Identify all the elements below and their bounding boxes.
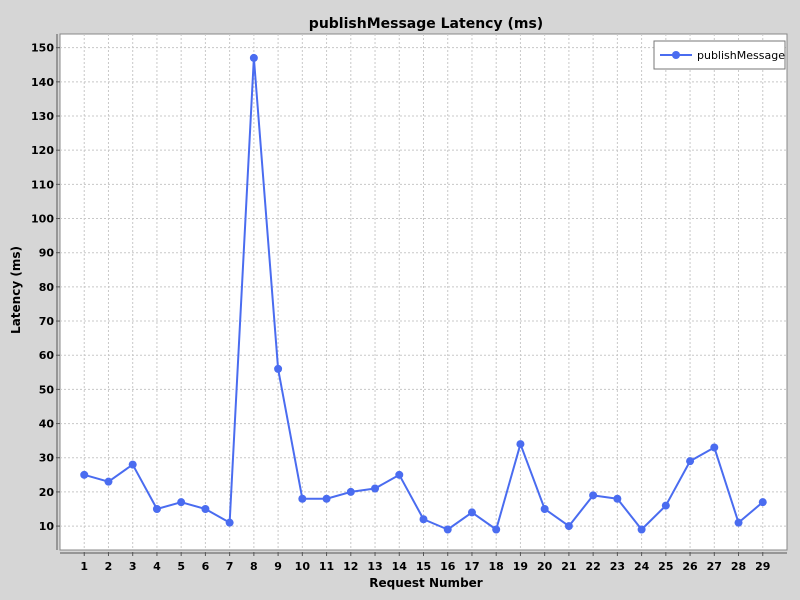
x-tick-label: 15	[416, 560, 431, 573]
x-tick-label: 7	[226, 560, 234, 573]
series-layer	[80, 53, 767, 534]
data-point	[298, 494, 307, 503]
x-tick-label: 13	[367, 560, 382, 573]
y-tick-label: 150	[31, 42, 54, 55]
y-tick-label: 70	[39, 315, 55, 328]
y-tick-label: 110	[31, 178, 54, 191]
x-tick-label: 23	[610, 560, 625, 573]
data-point	[128, 460, 137, 469]
x-tick-label: 2	[105, 560, 113, 573]
data-point	[540, 504, 549, 513]
data-point	[710, 443, 719, 452]
y-tick-label: 20	[39, 486, 55, 499]
y-tick-label: 10	[39, 520, 55, 533]
x-tick-label: 27	[707, 560, 722, 573]
y-tick-label: 80	[39, 281, 55, 294]
x-tick-label: 20	[537, 560, 553, 573]
data-point	[443, 525, 452, 534]
data-point	[467, 508, 476, 517]
x-tick-label: 4	[153, 560, 161, 573]
data-point	[80, 470, 89, 479]
x-tick-label: 29	[755, 560, 770, 573]
data-point	[661, 501, 670, 510]
data-point	[104, 477, 113, 486]
data-point	[274, 364, 283, 373]
x-tick-label: 24	[634, 560, 650, 573]
data-point	[613, 494, 622, 503]
data-point	[564, 522, 573, 531]
x-tick-label: 3	[129, 560, 137, 573]
grid-lines	[60, 34, 787, 550]
data-point	[419, 515, 428, 524]
x-tick-label: 21	[561, 560, 576, 573]
x-tick-label: 8	[250, 560, 258, 573]
data-point	[758, 498, 767, 507]
chart-title: publishMessage Latency (ms)	[309, 16, 543, 32]
x-tick-label: 16	[440, 560, 456, 573]
y-axis-label: Latency (ms)	[9, 246, 23, 334]
data-point	[201, 504, 210, 513]
y-tick-label: 100	[31, 213, 54, 226]
y-tick-label: 30	[39, 452, 55, 465]
x-tick-label: 17	[464, 560, 479, 573]
data-point	[346, 487, 355, 496]
y-tick-label: 50	[39, 383, 55, 396]
data-point	[492, 525, 501, 534]
x-tick-label: 10	[295, 560, 311, 573]
x-tick-label: 22	[585, 560, 600, 573]
data-point	[249, 53, 258, 62]
x-tick-label: 11	[319, 560, 334, 573]
data-point	[395, 470, 404, 479]
x-tick-label: 6	[202, 560, 210, 573]
legend-label-publishmessage: publishMessage	[697, 49, 785, 62]
y-tick-label: 120	[31, 144, 54, 157]
x-tick-label: 14	[392, 560, 408, 573]
data-point	[516, 440, 525, 449]
x-tick-label: 19	[513, 560, 528, 573]
data-point	[225, 518, 234, 527]
x-tick-label: 26	[682, 560, 698, 573]
y-tick-label: 40	[39, 418, 55, 431]
x-axis-label: Request Number	[369, 576, 483, 590]
y-tick-label: 60	[39, 349, 55, 362]
data-point	[371, 484, 380, 493]
data-point	[177, 498, 186, 507]
data-point	[322, 494, 331, 503]
x-tick-label: 18	[489, 560, 504, 573]
data-point	[637, 525, 646, 534]
x-tick-label: 28	[731, 560, 746, 573]
x-tick-label: 12	[343, 560, 358, 573]
data-point	[734, 518, 743, 527]
legend: publishMessage	[653, 40, 786, 70]
y-tick-label: 130	[31, 110, 54, 123]
y-tick-label: 90	[39, 247, 55, 260]
x-tick-label: 25	[658, 560, 673, 573]
x-tick-label: 9	[274, 560, 282, 573]
data-point	[589, 491, 598, 500]
legend-marker-swatch	[672, 51, 680, 59]
data-point	[152, 504, 161, 513]
y-tick-label: 140	[31, 76, 54, 89]
x-tick-label: 5	[177, 560, 185, 573]
data-point	[686, 457, 695, 466]
x-tick-label: 1	[80, 560, 88, 573]
